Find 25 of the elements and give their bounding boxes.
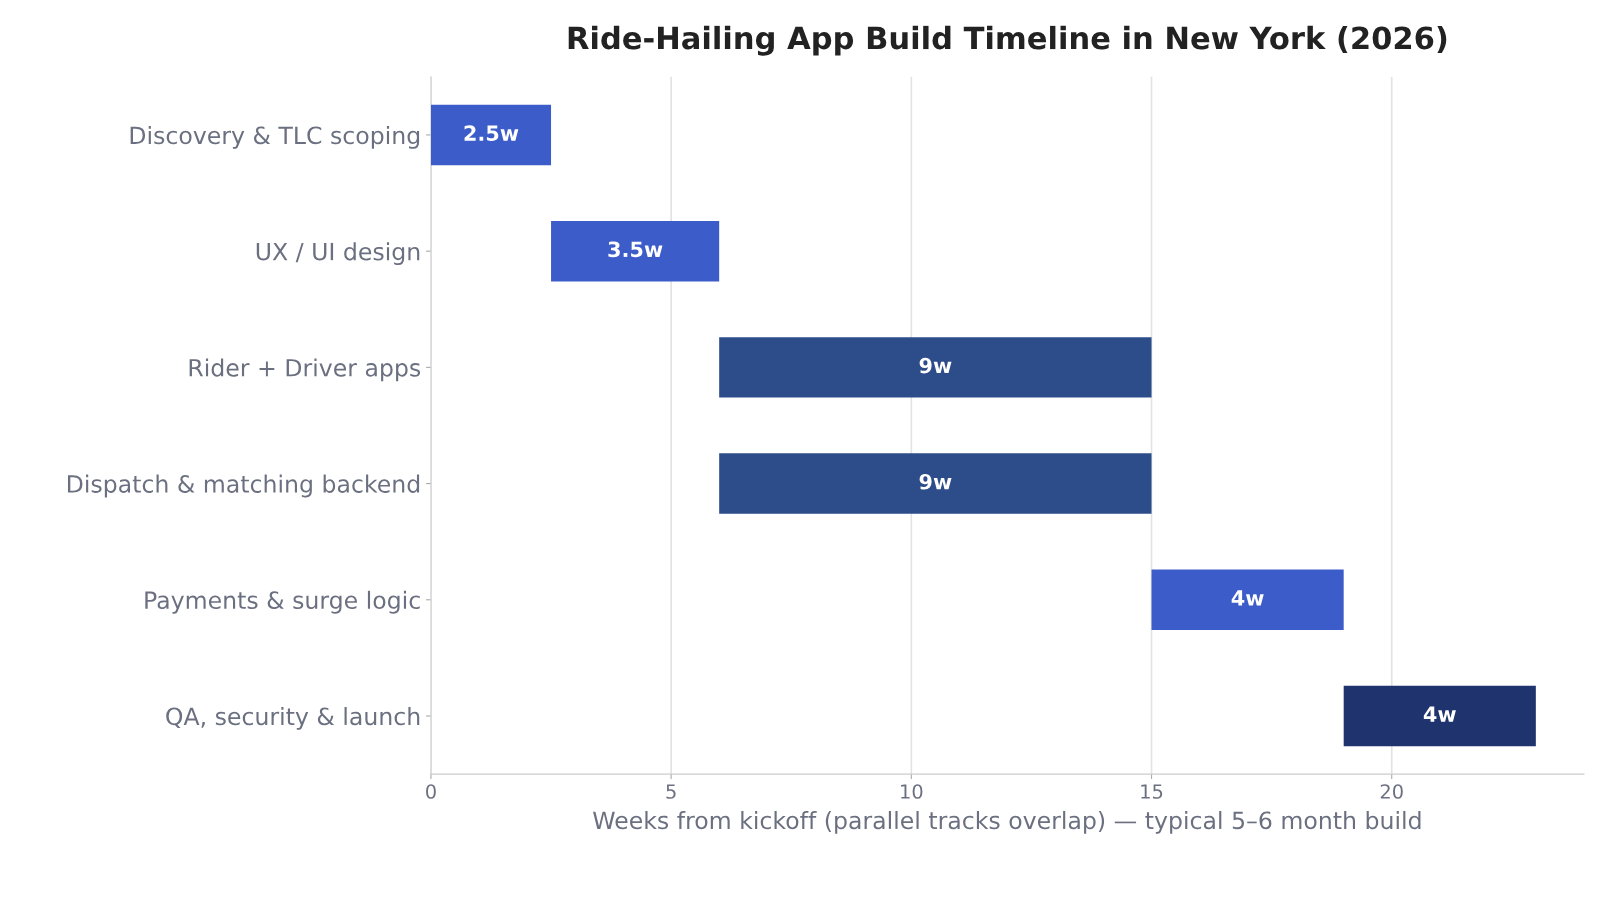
bar xyxy=(430,104,552,166)
y-tick-label: Payments & surge logic xyxy=(145,590,420,614)
data-label: 9w xyxy=(919,473,952,490)
y-tick-label: UX / UI design xyxy=(256,242,420,266)
y-tick-label: QA, security & launch xyxy=(166,707,420,730)
bar xyxy=(719,337,1152,398)
chart-title: Ride-Hailing App Build Timeline in New York (2026) xyxy=(568,25,1447,56)
x-tick-label: 0 xyxy=(426,784,436,799)
x-tick-label: 15 xyxy=(1141,784,1163,799)
x-tick-label: 5 xyxy=(666,784,676,799)
data-label: 4w xyxy=(1423,706,1456,722)
y-tick-label: Dispatch & matching backend xyxy=(67,474,420,498)
bar xyxy=(1151,569,1344,630)
bar xyxy=(1343,685,1536,747)
data-label: 2.5w xyxy=(464,125,519,142)
data-label: 9w xyxy=(919,357,952,374)
x-tick-label: 20 xyxy=(1380,784,1403,799)
x-axis-title: Weeks from kickoff (parallel tracks overlap) — typical 5–6 month build xyxy=(593,810,1421,834)
bar xyxy=(719,453,1152,514)
data-label: 4w xyxy=(1231,590,1264,606)
y-tick-label: Discovery & TLC scoping xyxy=(130,125,420,149)
data-label: 3.5w xyxy=(608,241,663,258)
y-tick-label: Rider + Driver apps xyxy=(189,358,421,382)
x-tick-label: 10 xyxy=(901,784,923,799)
bar xyxy=(551,220,720,282)
